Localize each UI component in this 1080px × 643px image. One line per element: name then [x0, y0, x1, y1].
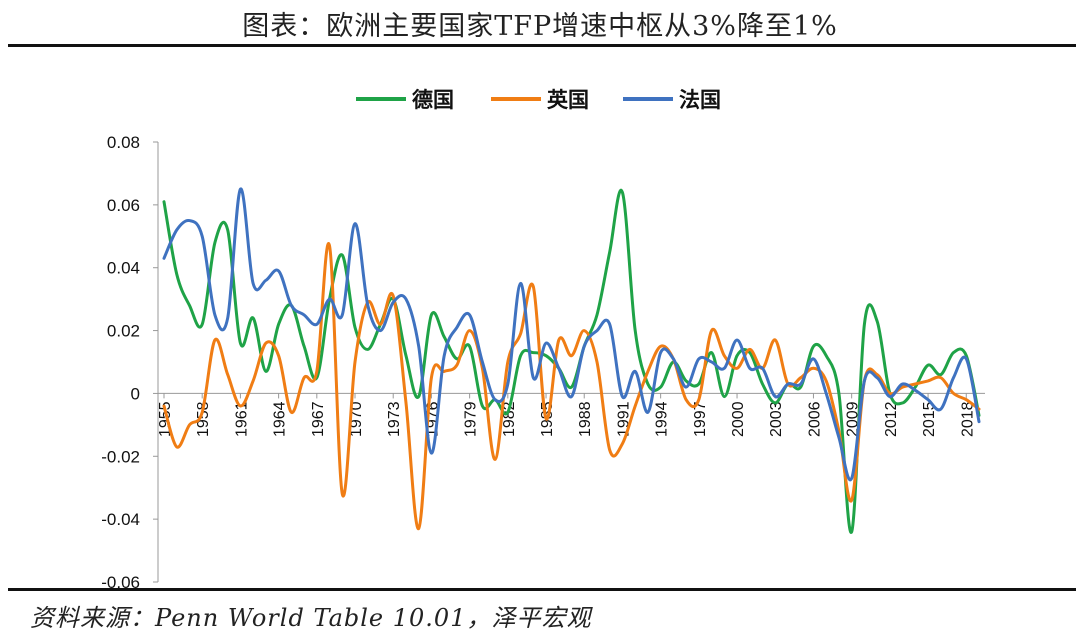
x-tick-label: 2018: [959, 401, 976, 437]
y-axis-ticks: 0.08 0.06 0.04 0.02 0 -0.02 -0.04 -0.06: [101, 133, 158, 592]
x-tick-label: 1997: [692, 401, 709, 437]
y-tick-label: -0.02: [101, 447, 140, 466]
axes: [157, 142, 985, 582]
y-tick-label: -0.04: [101, 510, 140, 529]
x-tick-label: 1973: [386, 401, 403, 437]
x-tick-label: 1988: [577, 401, 594, 437]
x-tick-label: 2015: [921, 401, 938, 437]
title-divider: [8, 44, 1076, 47]
series-line-uk: [162, 241, 981, 531]
legend: 德国 英国 法国: [356, 88, 721, 112]
y-tick-label: 0.04: [107, 259, 140, 278]
x-tick-label: 2006: [806, 401, 823, 437]
source-note: 资料来源：Penn World Table 10.01，泽平宏观: [30, 604, 592, 632]
y-tick-label: 0.08: [107, 133, 140, 152]
x-tick-label: 2003: [768, 401, 785, 437]
y-tick-label: 0: [131, 384, 140, 403]
x-tick-label: 1964: [272, 401, 289, 437]
x-tick-label: 2000: [730, 401, 747, 437]
y-tick-label: 0.02: [107, 322, 140, 341]
x-tick-label: 1979: [463, 401, 480, 437]
legend-label-france: 法国: [679, 88, 721, 112]
x-tick-label: 1967: [310, 401, 327, 437]
chart-title: 图表：欧洲主要国家TFP增速中枢从3%降至1%: [242, 11, 838, 42]
x-axis-ticks: 1955 1958 1961 1964 1967 1970 1973 1976 1979 1982…: [157, 393, 976, 437]
series-line-germany: [162, 188, 981, 534]
x-tick-label: 1958: [195, 401, 212, 437]
footer-divider: [8, 588, 1076, 591]
x-tick-label: 1982: [501, 401, 518, 437]
x-tick-label: 2012: [883, 401, 900, 437]
series-line-france: [162, 187, 981, 482]
x-tick-label: 1994: [654, 401, 671, 437]
y-tick-label: 0.06: [107, 196, 140, 215]
x-tick-label: 1961: [233, 401, 250, 437]
legend-label-uk: 英国: [547, 88, 589, 112]
legend-label-germany: 德国: [412, 88, 454, 112]
series-lines: [162, 187, 981, 534]
y-tick-label: -0.06: [101, 573, 140, 592]
